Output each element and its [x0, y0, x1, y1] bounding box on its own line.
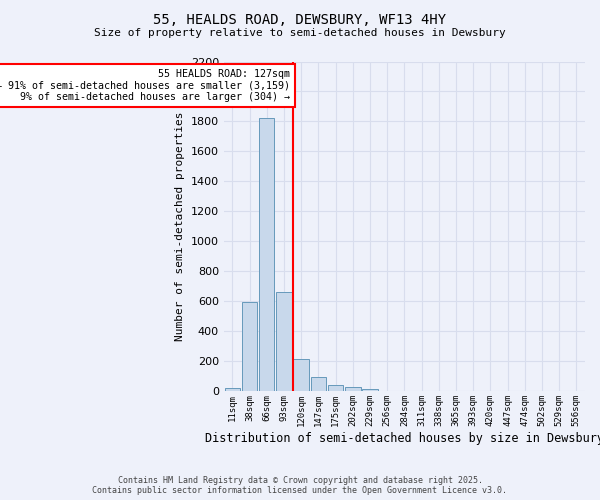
X-axis label: Distribution of semi-detached houses by size in Dewsbury: Distribution of semi-detached houses by …	[205, 432, 600, 445]
Bar	[293, 359, 309, 392]
Bar	[345, 386, 361, 392]
Text: 55, HEALDS ROAD, DEWSBURY, WF13 4HY: 55, HEALDS ROAD, DEWSBURY, WF13 4HY	[154, 12, 446, 26]
Bar	[224, 388, 240, 392]
Bar	[328, 385, 343, 392]
Text: 55 HEALDS ROAD: 127sqm
← 91% of semi-detached houses are smaller (3,159)
9% of s: 55 HEALDS ROAD: 127sqm ← 91% of semi-det…	[0, 69, 290, 102]
Text: Contains HM Land Registry data © Crown copyright and database right 2025.
Contai: Contains HM Land Registry data © Crown c…	[92, 476, 508, 495]
Bar	[362, 388, 378, 392]
Bar	[379, 390, 395, 392]
Bar	[311, 378, 326, 392]
Bar	[242, 302, 257, 392]
Text: Size of property relative to semi-detached houses in Dewsbury: Size of property relative to semi-detach…	[94, 28, 506, 38]
Y-axis label: Number of semi-detached properties: Number of semi-detached properties	[175, 112, 185, 341]
Bar	[276, 292, 292, 392]
Bar	[259, 118, 274, 392]
